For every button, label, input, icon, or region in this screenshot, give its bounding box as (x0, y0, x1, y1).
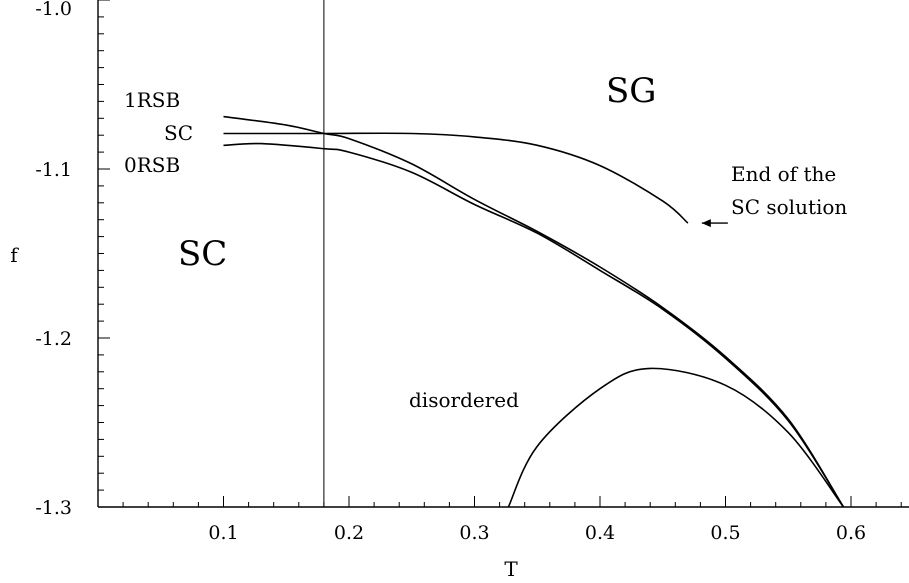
x-tick-label: 0.5 (710, 522, 740, 544)
y-axis-tick-labels: -1.0 -1.1 -1.2 -1.3 (35, 0, 72, 519)
x-tick-label: 0.1 (208, 522, 238, 544)
x-tick-label: 0.4 (585, 522, 615, 544)
series-line-sc (223, 132, 689, 224)
y-axis-title: f (10, 243, 19, 267)
label-sc-region: SC (178, 234, 227, 274)
y-tick-label: -1.0 (35, 0, 72, 20)
label-1rsb: 1RSB (124, 88, 180, 112)
label-sg-region: SG (606, 71, 656, 111)
label-0rsb: 0RSB (124, 153, 180, 177)
x-tick-label: 0.6 (836, 522, 866, 544)
y-axis-ticks (98, 0, 110, 508)
y-tick-label: -1.2 (35, 328, 72, 350)
label-disordered: disordered (409, 388, 519, 412)
series-line-disordered (507, 367, 845, 508)
y-tick-label: -1.3 (35, 497, 72, 519)
arrow-head (701, 219, 711, 228)
x-tick-label: 0.2 (334, 522, 364, 544)
end-of-sc-arrow (701, 219, 728, 228)
x-axis-title: T (504, 557, 518, 581)
x-axis-ticks (122, 496, 902, 507)
series-lines (223, 115, 845, 508)
label-end-line2: SC solution (731, 195, 847, 219)
series-line-0rsb (223, 142, 845, 508)
x-axis-tick-labels: 0.1 0.2 0.3 0.4 0.5 0.6 (208, 522, 866, 544)
label-end-line1: End of the (731, 162, 836, 186)
label-sc-curve: SC (164, 121, 193, 145)
y-tick-label: -1.1 (35, 159, 72, 181)
x-tick-label: 0.3 (459, 522, 489, 544)
